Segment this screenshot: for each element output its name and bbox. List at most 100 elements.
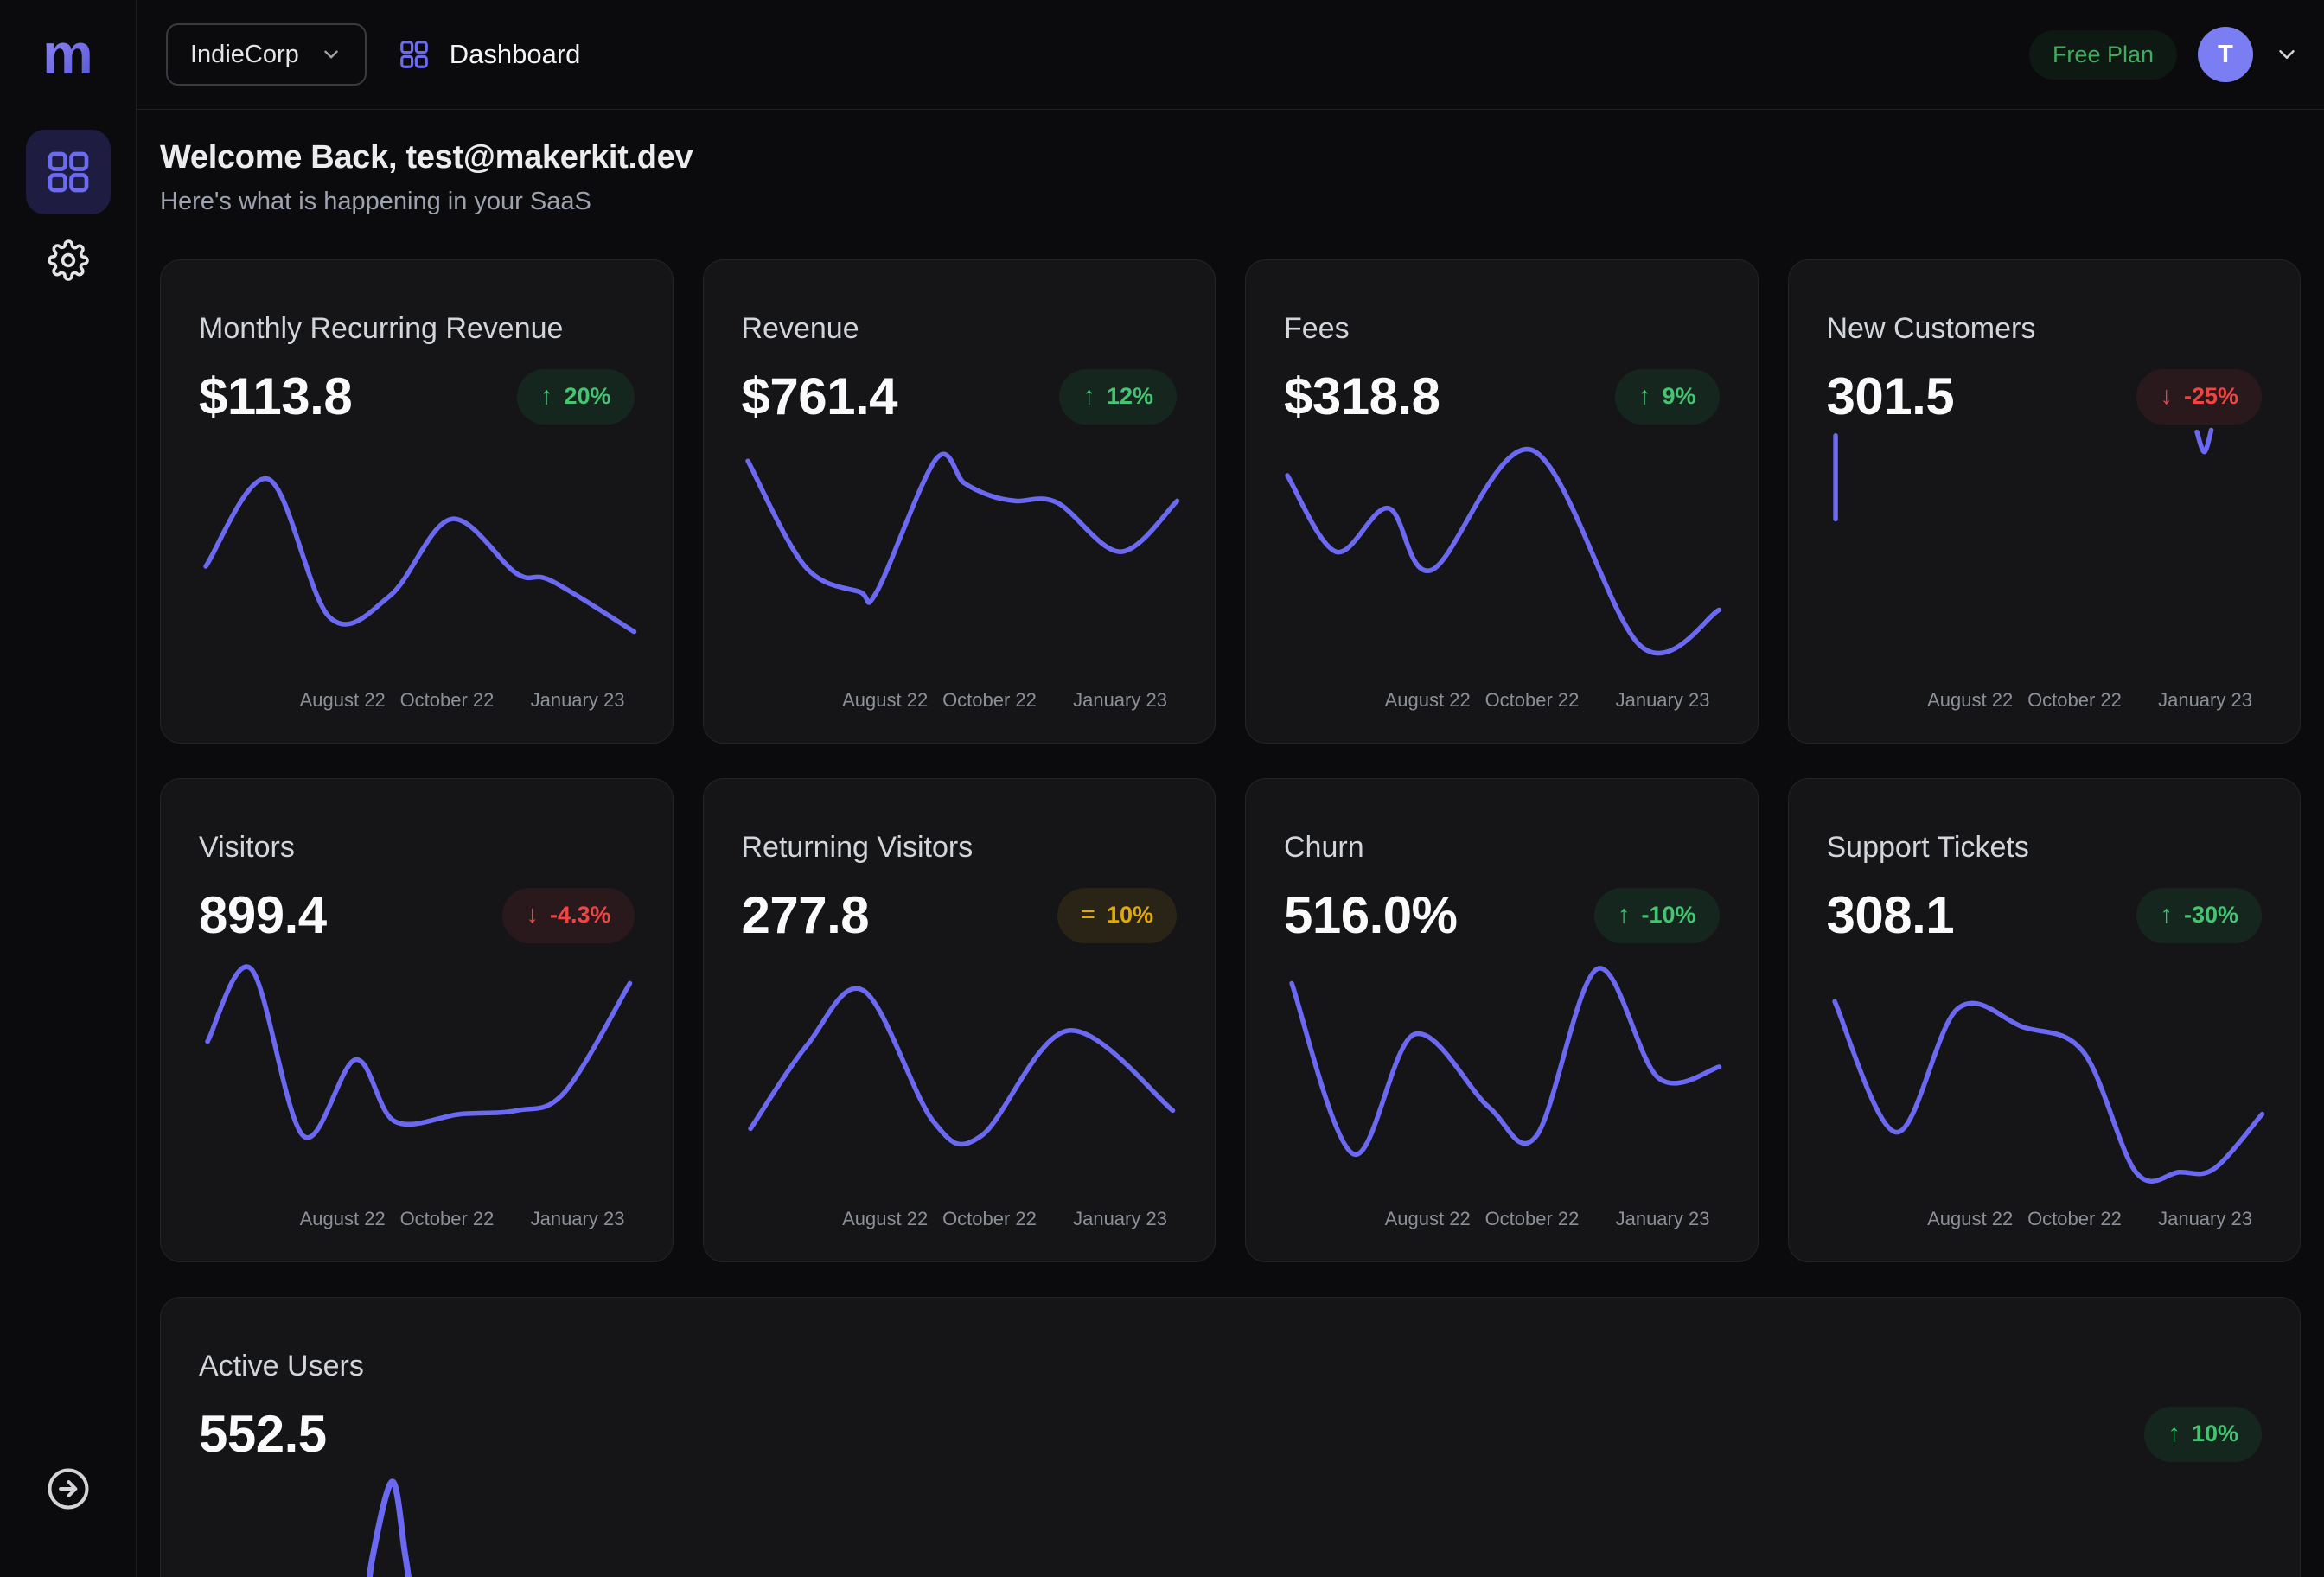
trend-direction-icon: ↑ [1082, 382, 1095, 410]
sparkline-chart [1827, 976, 2263, 1194]
card-value-row: $761.4 ↑ 12% [742, 367, 1177, 426]
card-value-row: $318.8 ↑ 9% [1284, 367, 1720, 426]
x-axis-label: October 22 [942, 689, 1037, 711]
trend-value: -30% [2183, 902, 2238, 928]
trend-direction-icon: ↑ [540, 382, 553, 410]
x-axis-labels: August 22 October 22 January 23 [199, 675, 635, 743]
sidebar-nav [25, 130, 111, 303]
x-axis-label: August 22 [842, 1208, 929, 1229]
x-axis-labels: August 22 October 22 January 23 [742, 675, 1178, 743]
card-value: 899.4 [199, 886, 327, 944]
metric-card: Churn 516.0% ↑ -10% August 22 October 22 J… [1245, 778, 1759, 1262]
metric-card: Monthly Recurring Revenue $113.8 ↑ 20% A… [160, 259, 674, 744]
x-axis-label: October 22 [399, 689, 495, 711]
card-title: Support Tickets [1826, 831, 2029, 864]
header: IndieCorp Dashboard Free Plan T [137, 0, 2324, 110]
trend-value: 10% [2191, 1421, 2238, 1446]
x-axis-labels: August 22 October 22 January 23 [1827, 1194, 2263, 1261]
trend-direction-icon: ↑ [1638, 382, 1651, 410]
trend-value: 9% [1662, 383, 1696, 409]
x-axis-label: January 23 [530, 689, 625, 711]
metric-card: Returning Visitors 277.8 = 10% August 22… [702, 778, 1216, 1262]
card-title: Revenue [741, 312, 859, 345]
trend-value: 10% [1106, 902, 1153, 928]
breadcrumb: Dashboard [398, 38, 580, 71]
card-value-row: $113.8 ↑ 20% [199, 367, 635, 426]
x-axis-label: October 22 [942, 1208, 1037, 1229]
sparkline-chart [742, 976, 1178, 1194]
card-value: $318.8 [1284, 367, 1440, 425]
sparkline-chart [742, 457, 1178, 675]
sparkline-chart [1284, 457, 1720, 675]
x-axis-labels: August 22 October 22 January 23 [1284, 1194, 1720, 1261]
card-title: Returning Visitors [741, 831, 974, 864]
card-value-row: 552.5 ↑ 10% [199, 1404, 2262, 1464]
x-axis-label: January 23 [2158, 689, 2252, 711]
x-axis-label: October 22 [1484, 689, 1580, 711]
card-title: Monthly Recurring Revenue [199, 312, 564, 345]
card-title: Churn [1284, 831, 1364, 864]
trend-badge: ↓ -4.3% [502, 887, 635, 943]
trend-badge: ↑ 9% [1614, 368, 1720, 425]
cards-grid: Monthly Recurring Revenue $113.8 ↑ 20% A… [160, 259, 2301, 1577]
x-axis-labels: August 22 October 22 January 23 [199, 1194, 635, 1261]
x-axis-label: January 23 [1073, 689, 1167, 711]
trend-badge: ↑ -10% [1593, 887, 1720, 943]
x-axis-label: January 23 [1073, 1208, 1167, 1229]
card-value-row: 277.8 = 10% [742, 885, 1177, 945]
x-axis-label: January 23 [1615, 689, 1710, 711]
sidebar-item-settings[interactable] [26, 218, 111, 303]
x-axis-labels: August 22 October 22 January 23 [1284, 675, 1720, 743]
sparkline-chart [199, 976, 635, 1194]
sidebar: m [0, 0, 137, 1577]
card-value-row: 301.5 ↓ -25% [1826, 367, 2262, 426]
arrow-right-circle-icon [44, 1465, 93, 1513]
trend-badge: ↑ 12% [1059, 368, 1177, 425]
trend-badge: ↑ -30% [2136, 887, 2262, 943]
plan-badge: Free Plan [2028, 29, 2177, 80]
x-axis-label: August 22 [1384, 1208, 1471, 1229]
trend-direction-icon: ↑ [1617, 901, 1631, 929]
welcome-subtitle: Here's what is happening in your SaaS [160, 188, 591, 215]
metric-card: Revenue $761.4 ↑ 12% August 22 October 22… [702, 259, 1216, 744]
gear-icon [47, 239, 89, 281]
sidebar-item-dashboard[interactable] [25, 130, 111, 214]
card-value: 552.5 [199, 1405, 327, 1463]
x-axis-label: October 22 [2027, 1208, 2122, 1229]
x-axis-label: August 22 [1927, 689, 2014, 711]
trend-value: -10% [1641, 902, 1696, 928]
card-value-row: 516.0% ↑ -10% [1284, 885, 1720, 945]
card-title: Visitors [199, 831, 295, 864]
x-axis-label: August 22 [299, 689, 386, 711]
app-logo: m [42, 22, 93, 86]
account-menu-chevron-icon[interactable] [2274, 42, 2300, 67]
avatar[interactable]: T [2198, 27, 2253, 82]
card-title: Active Users [199, 1350, 364, 1382]
metric-card: Active Users 552.5 ↑ 10% [160, 1297, 2301, 1577]
expand-sidebar-button[interactable] [41, 1461, 96, 1516]
trend-value: -4.3% [549, 902, 611, 928]
metric-card: Fees $318.8 ↑ 9% August 22 October 22 Janu… [1245, 259, 1759, 744]
trend-value: -25% [2183, 383, 2238, 409]
org-selector-label: IndieCorp [190, 40, 299, 68]
metric-card: New Customers 301.5 ↓ -25% August 22 Octo… [1787, 259, 2301, 744]
sparkline-chart [199, 457, 635, 675]
metric-card: Support Tickets 308.1 ↑ -30% August 22 Oc… [1787, 778, 2301, 1262]
x-axis-label: October 22 [399, 1208, 495, 1229]
trend-badge: ↑ 10% [2144, 1406, 2262, 1462]
card-value: 301.5 [1826, 367, 1955, 425]
dashboard-content: Welcome Back, test@makerkit.dev Here's w… [137, 110, 2324, 1577]
trend-direction-icon: = [1081, 901, 1095, 929]
trend-direction-icon: ↑ [2168, 1420, 2180, 1447]
org-selector[interactable]: IndieCorp [166, 23, 367, 86]
x-axis-labels: August 22 October 22 January 23 [742, 1194, 1178, 1261]
card-value: 308.1 [1826, 886, 1955, 944]
x-axis-label: August 22 [842, 689, 929, 711]
x-axis-labels: August 22 October 22 January 23 [1827, 675, 2263, 743]
trend-badge: ↑ 20% [516, 368, 635, 425]
dashboard-grid-icon [398, 38, 431, 71]
card-value-row: 899.4 ↓ -4.3% [199, 885, 635, 945]
x-axis-label: January 23 [530, 1208, 625, 1229]
card-title: New Customers [1826, 312, 2036, 345]
x-axis-label: January 23 [2158, 1208, 2252, 1229]
